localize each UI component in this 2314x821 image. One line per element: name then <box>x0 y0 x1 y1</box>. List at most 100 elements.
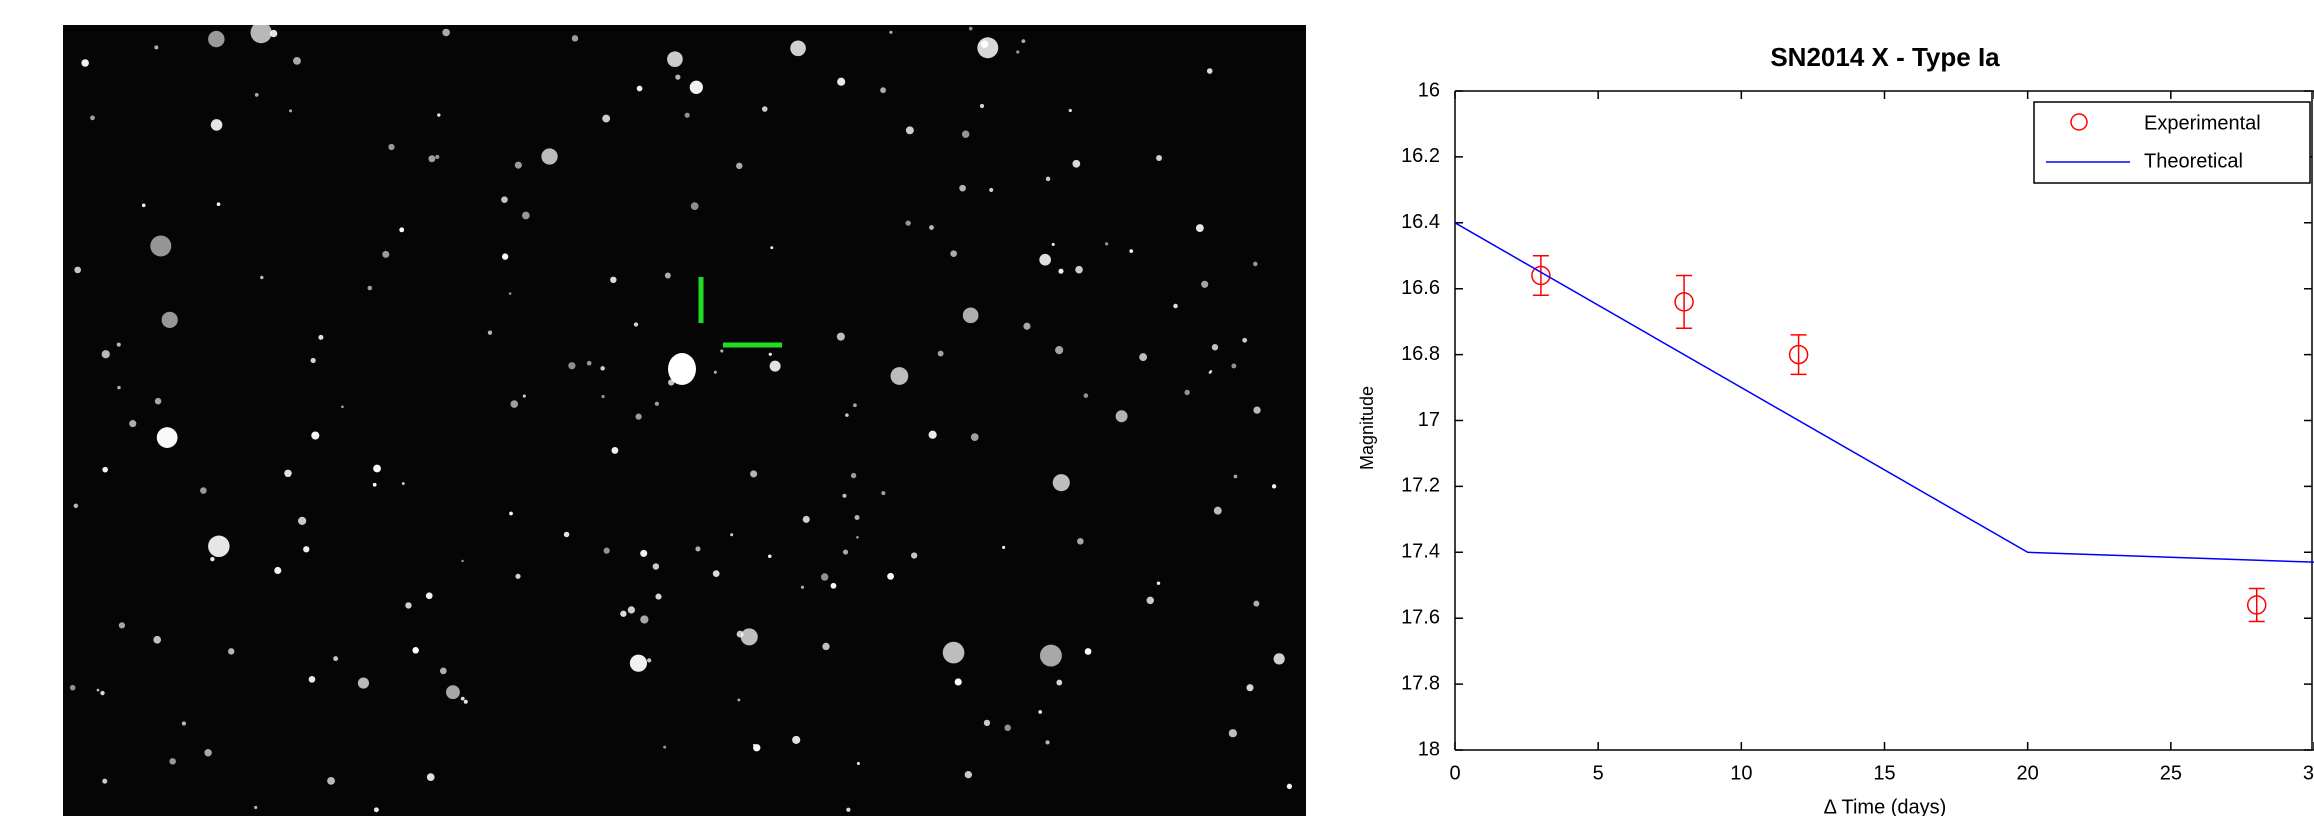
star <box>1004 725 1010 731</box>
star <box>204 749 211 756</box>
star <box>1040 645 1062 667</box>
y-tick-label: 16.6 <box>1401 277 1440 299</box>
star <box>831 583 837 589</box>
star <box>210 557 214 561</box>
star <box>821 573 828 580</box>
star <box>1105 242 1108 245</box>
star <box>1212 344 1218 350</box>
star <box>515 574 520 579</box>
star <box>984 720 990 726</box>
star <box>977 37 998 58</box>
y-axis-label: Magnitude <box>1357 386 1377 470</box>
star <box>568 362 575 369</box>
star <box>640 550 647 557</box>
star <box>736 163 742 169</box>
star <box>446 685 460 699</box>
y-tick-label: 16.4 <box>1401 211 1440 233</box>
star <box>1039 254 1051 266</box>
star <box>142 204 146 208</box>
error-bar <box>1791 335 1807 375</box>
star <box>846 808 850 812</box>
star <box>843 550 848 555</box>
star <box>842 494 846 498</box>
y-tick-label: 17.4 <box>1401 541 1440 563</box>
star <box>155 398 161 404</box>
star <box>182 721 186 725</box>
star <box>655 594 661 600</box>
star <box>857 762 860 765</box>
star <box>211 119 223 131</box>
star <box>74 504 78 508</box>
legend-label: Theoretical <box>2144 150 2243 172</box>
star <box>327 777 335 785</box>
star <box>675 75 680 80</box>
screen: SN2014 X - Type Ia Δ Time (days) Magnitu… <box>0 0 2314 816</box>
star <box>911 552 917 558</box>
star <box>488 331 492 335</box>
star <box>284 470 291 477</box>
star <box>437 113 440 116</box>
star <box>399 227 404 232</box>
star <box>102 779 107 784</box>
star <box>1084 393 1089 398</box>
star <box>1056 680 1062 686</box>
star <box>587 361 592 366</box>
star <box>402 482 405 485</box>
star <box>333 656 338 661</box>
star <box>856 536 858 538</box>
legend-label: Experimental <box>2144 112 2261 134</box>
star <box>887 573 894 580</box>
star <box>620 611 626 617</box>
star <box>1156 155 1162 161</box>
x-tick-label: 0 <box>1449 762 1460 784</box>
star <box>341 406 344 409</box>
star <box>1139 353 1147 361</box>
star <box>1116 410 1128 422</box>
star <box>1058 269 1063 274</box>
star <box>855 515 860 520</box>
star <box>1157 581 1160 584</box>
star <box>906 126 914 134</box>
star <box>889 31 892 34</box>
star <box>119 622 125 628</box>
star <box>1253 406 1260 413</box>
y-tick-label: 17.8 <box>1401 672 1440 694</box>
star <box>962 130 969 137</box>
y-tick-label: 16.8 <box>1401 343 1440 365</box>
star <box>685 113 690 118</box>
x-tick-label: 25 <box>2160 762 2182 784</box>
star <box>640 615 648 623</box>
star <box>228 648 234 654</box>
star <box>845 413 849 417</box>
x-tick-label: 20 <box>2017 762 2039 784</box>
star <box>762 106 768 112</box>
star <box>311 358 316 363</box>
star <box>293 57 301 65</box>
star <box>1046 177 1050 181</box>
star <box>1184 390 1189 395</box>
star <box>1053 474 1070 491</box>
series-line <box>1455 223 2314 562</box>
x-tick-label: 15 <box>1873 762 1895 784</box>
star <box>601 395 604 398</box>
star <box>426 592 433 599</box>
star <box>1045 740 1049 744</box>
star <box>753 744 755 746</box>
star <box>938 351 944 357</box>
star <box>260 276 263 279</box>
star <box>905 220 910 225</box>
star <box>1021 39 1025 43</box>
x-tick-label: 30 <box>2303 762 2314 784</box>
star <box>541 148 557 164</box>
star <box>851 473 856 478</box>
star <box>803 516 810 523</box>
star <box>1052 243 1055 246</box>
star <box>373 465 381 473</box>
star <box>1253 601 1259 607</box>
star <box>741 628 758 645</box>
star <box>1210 370 1213 373</box>
star <box>1002 546 1005 549</box>
star <box>628 606 635 613</box>
star <box>461 560 463 562</box>
star <box>564 532 570 538</box>
